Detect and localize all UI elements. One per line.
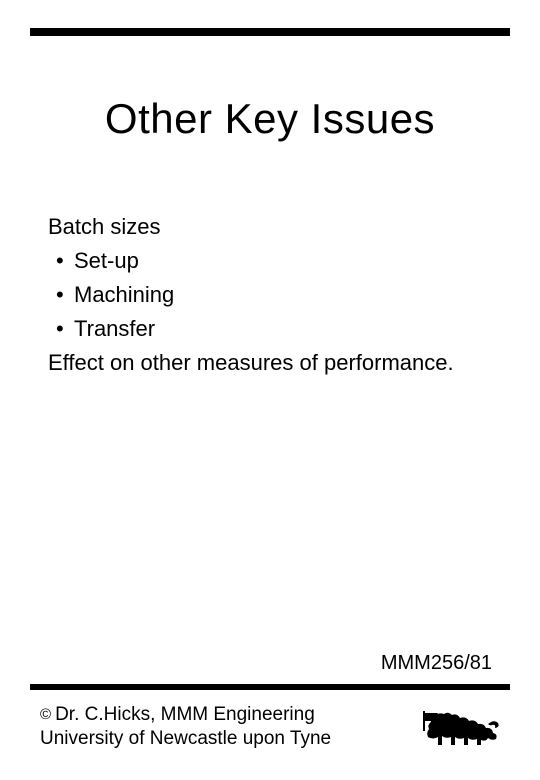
author-line: Dr. C.Hicks, MMM Engineering [55, 704, 315, 725]
list-item: Machining [74, 278, 500, 312]
slide: Other Key Issues Batch sizes Set-up Mach… [0, 0, 540, 780]
footer-text: ©Dr. C.Hicks, MMM Engineering University… [40, 703, 422, 752]
list-item: Set-up [74, 244, 500, 278]
footer-line2: University of Newcastle upon Tyne [40, 727, 422, 752]
slide-footer: ©Dr. C.Hicks, MMM Engineering University… [40, 703, 500, 752]
bottom-rule [30, 684, 510, 690]
slide-title: Other Key Issues [0, 95, 540, 143]
slide-body: Batch sizes Set-up Machining Transfer Ef… [48, 210, 500, 380]
footer-line1: ©Dr. C.Hicks, MMM Engineering [40, 703, 422, 728]
body-outro: Effect on other measures of performance. [48, 346, 500, 380]
list-item: Transfer [74, 312, 500, 346]
copyright-symbol: © [40, 706, 51, 723]
course-code: MMM256/81 [381, 652, 492, 675]
bullet-list: Set-up Machining Transfer [48, 244, 500, 346]
body-intro: Batch sizes [48, 210, 500, 244]
top-rule [30, 28, 510, 36]
university-crest-icon [422, 707, 500, 747]
